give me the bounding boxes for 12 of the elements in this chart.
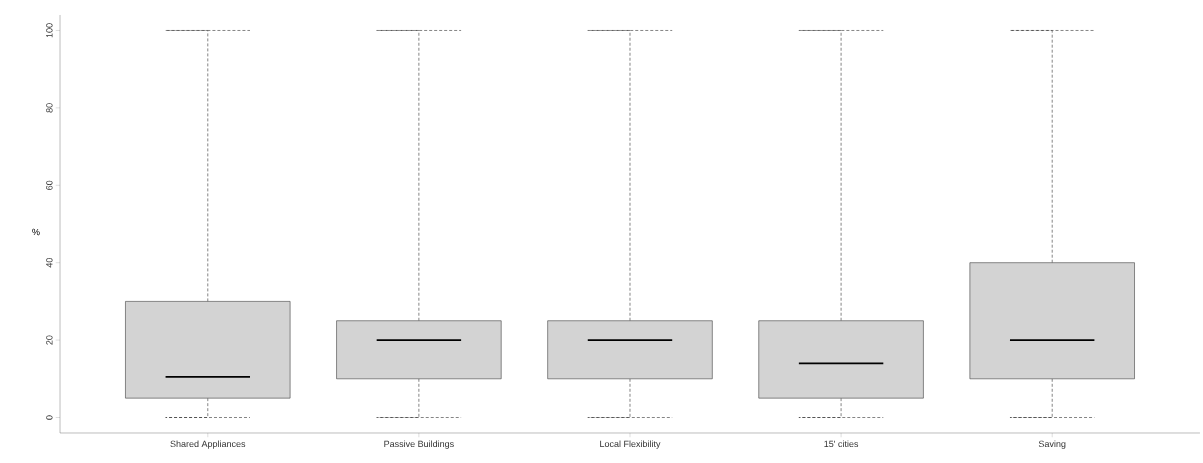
y-axis-title: %: [32, 228, 40, 236]
y-tick-label: 20: [46, 335, 53, 345]
y-tick-label: 60: [46, 180, 53, 190]
y-tick-label: 100: [46, 23, 53, 38]
y-tick-label: 80: [46, 103, 53, 113]
x-tick-label: Shared Appliances: [170, 440, 246, 449]
x-tick-label: Saving: [1038, 440, 1066, 449]
y-tick-label: 40: [46, 258, 53, 268]
x-tick-label: Local Flexibility: [600, 440, 661, 449]
y-tick-label: 0: [46, 415, 53, 420]
x-tick-label: 15' cities: [824, 440, 859, 448]
x-tick-label: Passive Buildings: [384, 440, 454, 449]
